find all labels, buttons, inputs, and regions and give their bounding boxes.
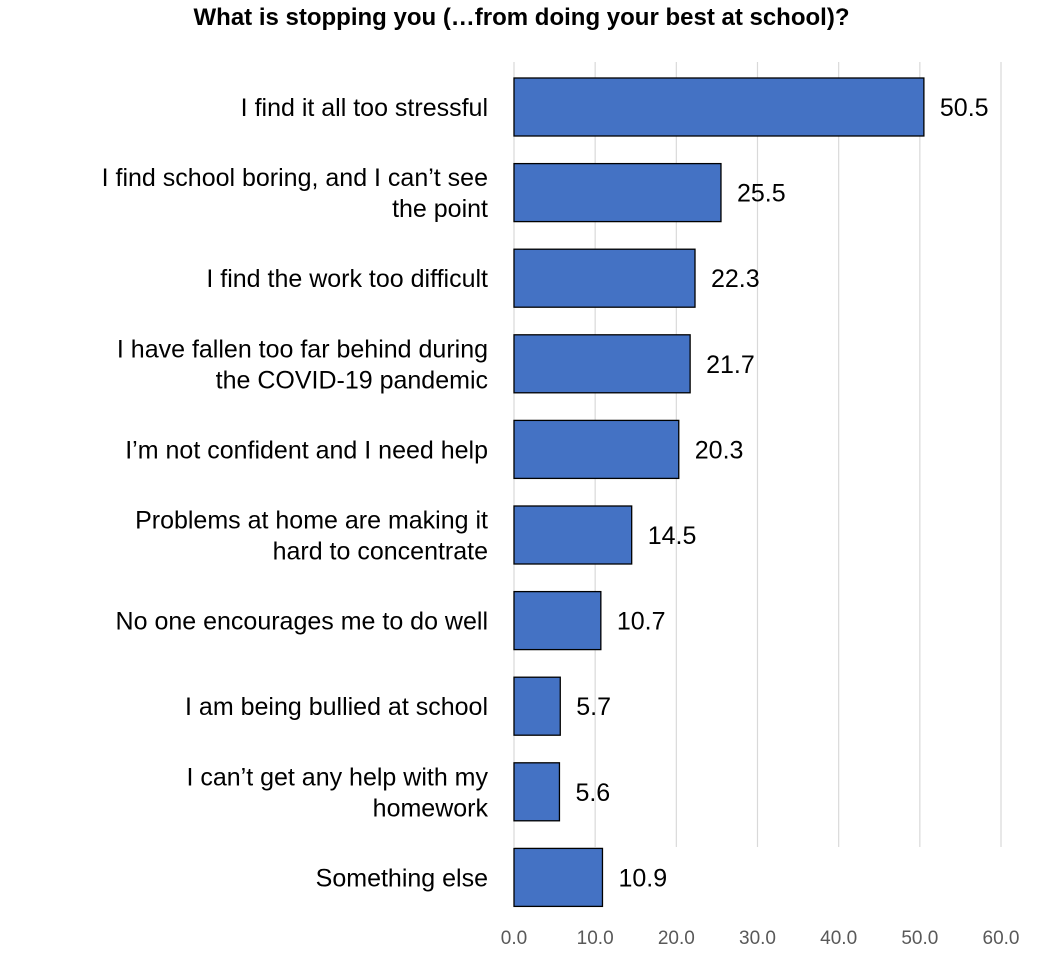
category-label-line: I have fallen too far behind during (117, 335, 488, 363)
category-label-line: the point (392, 195, 488, 223)
bar (513, 162, 722, 223)
category-label-line: I find it all too stressful (241, 94, 488, 122)
bar (513, 847, 604, 908)
data-label: 5.7 (576, 693, 611, 721)
category-label-line: I can’t get any help with my (186, 763, 488, 791)
category-label: No one encourages me to do well (116, 608, 488, 636)
bar (513, 419, 680, 480)
data-label: 22.3 (711, 265, 760, 293)
x-tick-label: 50.0 (901, 928, 938, 949)
category-label-line: hard to concentrate (273, 538, 488, 566)
x-tick-label: 40.0 (820, 928, 857, 949)
bar (513, 762, 561, 822)
category-label-line: Problems at home are making it (135, 507, 488, 535)
data-label: 25.5 (737, 180, 786, 208)
bar (513, 590, 602, 651)
bar (513, 248, 696, 308)
bar (513, 676, 561, 736)
category-label: I find school boring, and I can’t see the… (102, 164, 488, 223)
category-label: I can’t get any help with my homework (186, 763, 488, 822)
x-tick-label: 60.0 (983, 928, 1020, 949)
category-label-line: homework (373, 794, 489, 822)
category-label-line: the COVID-19 pandemic (216, 366, 488, 394)
bar (513, 505, 633, 565)
data-label: 10.9 (618, 864, 667, 892)
category-label-line: I find school boring, and I can’t see (102, 164, 488, 192)
category-label: I have fallen too far behind during the C… (117, 335, 488, 394)
category-label: Problems at home are making it hard to co… (135, 507, 488, 566)
category-label-line: I find the work too difficult (206, 265, 488, 293)
category-label: I am being bullied at school (185, 693, 488, 721)
chart-title: What is stopping you (…from doing your b… (193, 4, 850, 31)
value-labels: 50.5 25.5 22.3 21.7 20.3 14.5 10.7 5.7 5.6 10.9 (575, 94, 988, 892)
x-tick-label: 10.0 (577, 928, 614, 949)
data-label: 14.5 (648, 522, 697, 550)
bar (513, 77, 925, 137)
data-label: 21.7 (706, 351, 755, 379)
category-label-line: I’m not confident and I need help (125, 436, 488, 464)
category-labels: I find it all too stressful I find school… (102, 94, 489, 892)
bars (513, 77, 925, 908)
category-label: I find it all too stressful (241, 94, 488, 122)
category-label-line: I am being bullied at school (185, 693, 488, 721)
x-tick-label: 0.0 (501, 928, 527, 949)
category-label-line: No one encourages me to do well (116, 608, 488, 636)
x-tick-label: 30.0 (739, 928, 776, 949)
bar (513, 334, 691, 394)
x-axis-tick-labels: 0.0 10.0 20.0 30.0 40.0 50.0 60.0 (501, 928, 1020, 949)
category-label: Something else (316, 864, 488, 892)
data-label: 20.3 (695, 436, 744, 464)
x-tick-label: 20.0 (658, 928, 695, 949)
data-label: 50.5 (940, 94, 989, 122)
data-label: 5.6 (575, 779, 610, 807)
category-label: I’m not confident and I need help (125, 436, 488, 464)
category-label: I find the work too difficult (206, 265, 488, 293)
data-label: 10.7 (617, 608, 666, 636)
category-label-line: Something else (316, 864, 488, 892)
